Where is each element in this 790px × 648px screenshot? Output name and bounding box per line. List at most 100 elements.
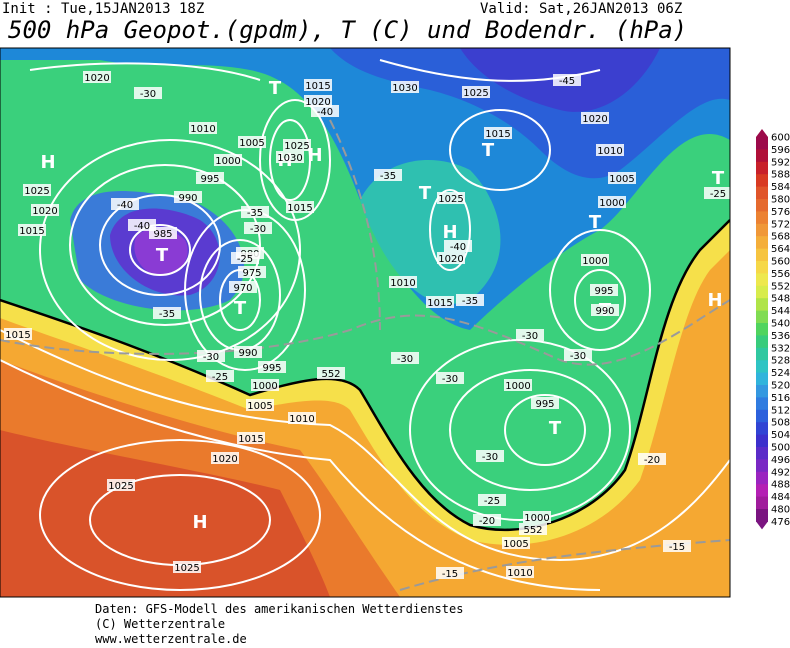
label-box xyxy=(553,74,581,86)
colorbar-swatch xyxy=(756,236,768,250)
contour-label: 1020 xyxy=(438,254,463,265)
colorbar-label: 528 xyxy=(771,356,790,367)
colorbar-label: 564 xyxy=(771,244,790,255)
contour-label: 1000 xyxy=(582,256,607,267)
label-box xyxy=(581,254,609,266)
label-box xyxy=(153,307,181,319)
colorbar-label: 580 xyxy=(771,195,790,206)
label-box xyxy=(173,561,201,573)
contour-label: 970 xyxy=(233,283,252,294)
label-box xyxy=(478,494,506,506)
contour-label: -25 xyxy=(237,254,253,265)
colorbar-label: 552 xyxy=(771,281,790,292)
contour-label: -15 xyxy=(442,569,458,580)
contour-label: -30 xyxy=(442,374,458,385)
footer-line: Daten: GFS-Modell des amerikanischen Wet… xyxy=(95,602,463,616)
contour-label: 552 xyxy=(523,525,542,536)
contour-label: 1025 xyxy=(284,141,309,152)
contour-label: -30 xyxy=(203,352,219,363)
pressure-center: H xyxy=(307,145,322,166)
colorbar-swatch xyxy=(756,298,768,312)
pressure-center: H xyxy=(442,222,457,243)
colorbar-label: 544 xyxy=(771,306,790,317)
label-box xyxy=(476,450,504,462)
colorbar-label: 556 xyxy=(771,269,790,280)
contour-label: -30 xyxy=(522,331,538,342)
colorbar-label: 476 xyxy=(771,517,790,528)
colorbar-swatch xyxy=(756,496,768,510)
pressure-center: T xyxy=(234,298,247,319)
contour-label: 1005 xyxy=(503,539,528,550)
contour-label: -35 xyxy=(380,171,396,182)
colorbar-swatch xyxy=(756,223,768,237)
label-box xyxy=(241,206,269,218)
contour-label: -25 xyxy=(710,189,726,200)
colorbar-label: 500 xyxy=(771,443,790,454)
colorbar-label: 532 xyxy=(771,343,790,354)
contour-label: -40 xyxy=(134,221,150,232)
label-box xyxy=(128,219,156,231)
label-box xyxy=(4,328,32,340)
contour-label: 1025 xyxy=(463,88,488,99)
label-box xyxy=(502,537,530,549)
isotherms xyxy=(0,119,730,591)
label-box xyxy=(436,567,464,579)
pressure-center: T xyxy=(589,212,602,233)
map: HTTHTTHTTHTTHTH1020102510201015101010051… xyxy=(0,48,730,597)
colorbar-label: 524 xyxy=(771,368,790,379)
contour-label: 1025 xyxy=(174,563,199,574)
label-box xyxy=(174,191,202,203)
label-box xyxy=(590,284,618,296)
label-box xyxy=(311,105,339,117)
contour-label: 1020 xyxy=(212,454,237,465)
contour-label: -40 xyxy=(117,200,133,211)
colorbar-swatch xyxy=(756,347,768,361)
pressure-center: T xyxy=(549,418,562,439)
contour-label: -25 xyxy=(212,372,228,383)
contour-label: -30 xyxy=(397,354,413,365)
colorbar-label: 480 xyxy=(771,505,790,516)
contour-label: -30 xyxy=(250,224,266,235)
pressure-center: T xyxy=(712,168,725,189)
contour-label: 1005 xyxy=(239,138,264,149)
label-box xyxy=(591,304,619,316)
label-box xyxy=(286,201,314,213)
colorbar-label: 516 xyxy=(771,393,790,404)
colorbar-label: 576 xyxy=(771,207,790,218)
label-box xyxy=(523,511,551,523)
contour-label: 1030 xyxy=(277,153,302,164)
label-box xyxy=(211,452,239,464)
label-box xyxy=(444,240,472,252)
contour-552 xyxy=(0,219,730,532)
label-box xyxy=(18,224,46,236)
contour-label: 1020 xyxy=(582,114,607,125)
colorbar-swatch xyxy=(756,409,768,423)
label-box xyxy=(462,86,490,98)
colorbar-swatch xyxy=(756,335,768,349)
label-box xyxy=(436,372,464,384)
colorbar-label: 496 xyxy=(771,455,790,466)
pressure-center: T xyxy=(482,140,495,161)
label-box xyxy=(229,281,257,293)
colorbar-swatch xyxy=(756,174,768,188)
colorbar-swatch xyxy=(756,310,768,324)
label-box xyxy=(197,350,225,362)
colorbar-label: 504 xyxy=(771,430,790,441)
label-box xyxy=(596,144,624,156)
contour-label: -30 xyxy=(140,89,156,100)
colorbar-swatch xyxy=(756,397,768,411)
contour-label: -45 xyxy=(559,76,575,87)
contour-label: 1000 xyxy=(215,156,240,167)
contour-label: 995 xyxy=(594,286,613,297)
pressure-center: T xyxy=(419,183,432,204)
label-box xyxy=(704,187,730,199)
contour-label: 1015 xyxy=(305,81,330,92)
label-box xyxy=(516,329,544,341)
contour-label: 1015 xyxy=(19,226,44,237)
label-box xyxy=(237,432,265,444)
colorbar-label: 596 xyxy=(771,145,790,156)
contour-label: 1015 xyxy=(287,203,312,214)
init-time: Init : Tue,15JAN2013 18Z xyxy=(2,1,204,17)
contour-label: -35 xyxy=(247,208,263,219)
colorbar-swatch xyxy=(756,285,768,299)
